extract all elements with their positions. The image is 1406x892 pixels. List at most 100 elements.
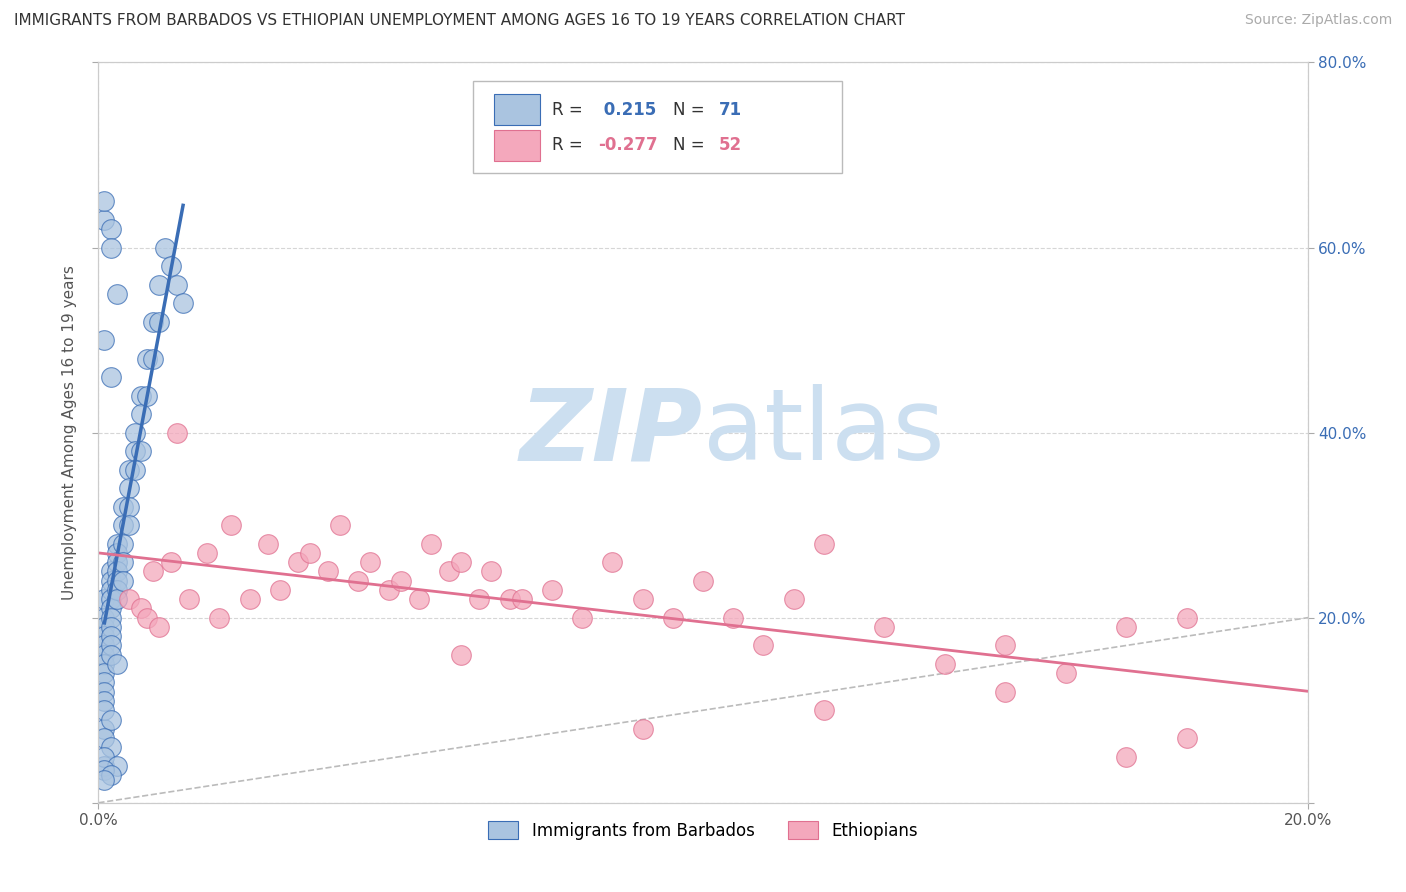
Point (100, 620, 122, 634)
Point (540, 582, 562, 597)
Text: -0.277: -0.277 (598, 136, 658, 154)
Point (100, 648, 122, 662)
Point (571, 610, 593, 624)
Point (347, 574, 370, 588)
Point (1175, 731, 1198, 745)
Point (105, 592, 128, 607)
Point (111, 574, 134, 588)
Point (100, 610, 122, 624)
Point (498, 592, 520, 607)
Point (135, 351, 157, 366)
Point (100, 639, 122, 653)
Point (661, 610, 683, 624)
Y-axis label: Unemployment Among Ages 16 to 19 years: Unemployment Among Ages 16 to 19 years (62, 265, 77, 600)
Point (100, 222, 122, 236)
Point (437, 565, 460, 579)
Point (195, 546, 218, 560)
Point (481, 565, 503, 579)
Point (316, 565, 339, 579)
Point (105, 565, 128, 579)
Point (377, 582, 399, 597)
Point (93, 675, 115, 690)
Point (1054, 666, 1077, 681)
Text: 71: 71 (718, 101, 742, 119)
Point (208, 610, 231, 624)
Point (100, 592, 122, 607)
Point (135, 388, 157, 402)
Point (813, 536, 835, 550)
Point (129, 444, 152, 458)
Point (1115, 749, 1137, 764)
Point (105, 657, 128, 671)
Text: 0.215: 0.215 (598, 101, 657, 119)
Point (813, 703, 835, 717)
Point (239, 592, 262, 607)
Point (93, 703, 115, 717)
Text: IMMIGRANTS FROM BARBADOS VS ETHIOPIAN UNEMPLOYMENT AMONG AGES 16 TO 19 YEARS COR: IMMIGRANTS FROM BARBADOS VS ETHIOPIAN UN… (14, 13, 905, 29)
Point (100, 629, 122, 643)
Point (105, 758, 128, 772)
Point (389, 574, 412, 588)
Point (100, 740, 122, 755)
Point (93, 758, 115, 772)
Point (93, 333, 115, 347)
Point (93, 610, 115, 624)
Point (129, 407, 152, 421)
Point (93, 694, 115, 708)
Point (994, 639, 1017, 653)
Point (93, 629, 115, 643)
Point (93, 639, 115, 653)
Point (723, 610, 745, 624)
Point (118, 462, 141, 476)
Point (111, 500, 134, 514)
Point (124, 462, 146, 476)
Point (468, 592, 491, 607)
Text: R =: R = (551, 136, 588, 154)
Point (783, 592, 806, 607)
Text: atlas: atlas (703, 384, 945, 481)
Point (93, 764, 115, 778)
Point (510, 592, 533, 607)
Point (631, 722, 654, 736)
Point (221, 518, 243, 533)
Point (269, 582, 291, 597)
Legend: Immigrants from Barbados, Ethiopians: Immigrants from Barbados, Ethiopians (482, 814, 924, 847)
FancyBboxPatch shape (494, 130, 540, 161)
Point (287, 555, 309, 569)
Point (450, 555, 472, 569)
Point (934, 657, 956, 671)
Point (256, 536, 278, 550)
Point (105, 574, 128, 588)
Point (93, 194, 115, 209)
Point (752, 639, 775, 653)
Point (179, 592, 201, 607)
Point (420, 536, 443, 550)
Point (142, 351, 165, 366)
Point (93, 722, 115, 736)
Point (118, 481, 141, 495)
Point (100, 565, 122, 579)
Point (172, 296, 194, 310)
Text: 52: 52 (718, 136, 742, 154)
Point (166, 425, 188, 440)
Point (100, 768, 122, 782)
Point (93, 648, 115, 662)
Point (93, 772, 115, 787)
Point (148, 314, 170, 328)
Point (105, 555, 128, 569)
Point (1115, 620, 1137, 634)
Point (93, 749, 115, 764)
Point (602, 555, 624, 569)
Text: ZIP: ZIP (520, 384, 703, 481)
Point (631, 592, 654, 607)
Point (124, 444, 146, 458)
Point (93, 212, 115, 227)
FancyBboxPatch shape (474, 81, 842, 173)
Point (100, 370, 122, 384)
Point (111, 536, 134, 550)
Point (450, 648, 472, 662)
Point (111, 518, 134, 533)
Point (153, 240, 176, 255)
Text: Source: ZipAtlas.com: Source: ZipAtlas.com (1244, 13, 1392, 28)
Text: N =: N = (672, 136, 710, 154)
